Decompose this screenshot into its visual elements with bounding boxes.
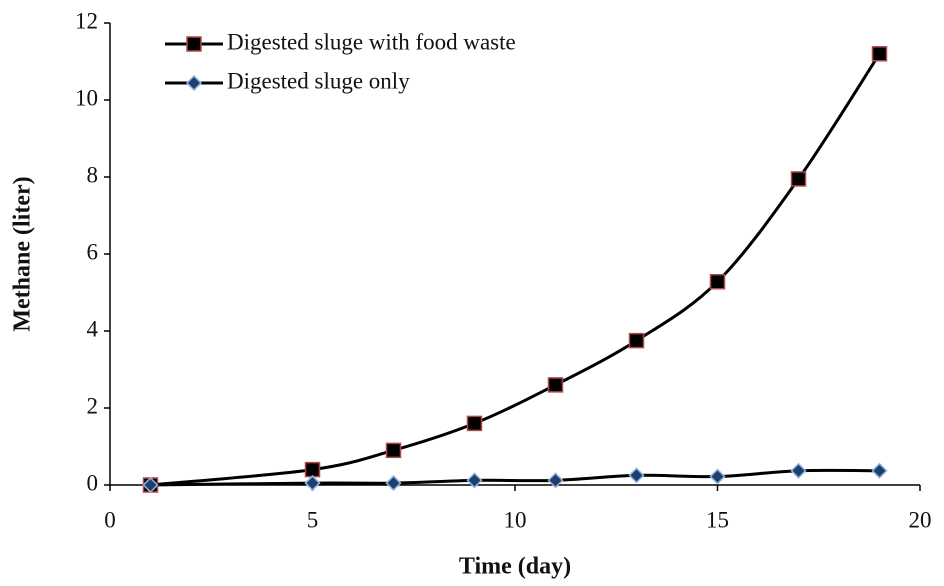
legend-label: Digested sluge with food waste — [227, 29, 516, 54]
x-tick-label: 0 — [104, 507, 116, 532]
x-tick-label: 15 — [706, 507, 729, 532]
marker — [871, 46, 888, 62]
x-axis-title: Time (day) — [459, 554, 571, 580]
marker — [547, 377, 564, 393]
legend-marker — [185, 74, 203, 92]
marker — [790, 462, 807, 479]
y-tick-label: 10 — [75, 85, 98, 110]
marker — [547, 472, 564, 489]
series-line — [150, 52, 881, 487]
series-line — [150, 468, 880, 487]
marker — [871, 462, 888, 479]
marker — [385, 475, 402, 492]
x-tick-label: 5 — [307, 507, 319, 532]
y-tick-label: 8 — [87, 162, 99, 187]
marker — [466, 472, 483, 489]
marker — [790, 171, 807, 187]
y-axis-title: Methane (liter) — [10, 176, 36, 331]
y-tick-label: 12 — [75, 8, 98, 33]
x-tick-label: 20 — [909, 507, 932, 532]
legend-marker — [186, 36, 202, 52]
y-tick-label: 4 — [87, 316, 99, 341]
marker — [628, 467, 645, 484]
y-tick-label: 6 — [87, 239, 99, 264]
y-tick-label: 2 — [87, 393, 99, 418]
y-tick-label: 0 — [87, 470, 99, 495]
marker — [385, 442, 402, 459]
x-tick-label: 10 — [504, 507, 527, 532]
marker — [142, 476, 159, 494]
marker — [709, 468, 726, 485]
marker — [628, 332, 645, 349]
marker — [304, 475, 321, 492]
marker — [709, 273, 726, 290]
marker — [304, 461, 321, 478]
marker — [466, 415, 483, 432]
legend-label: Digested sluge only — [227, 68, 410, 93]
